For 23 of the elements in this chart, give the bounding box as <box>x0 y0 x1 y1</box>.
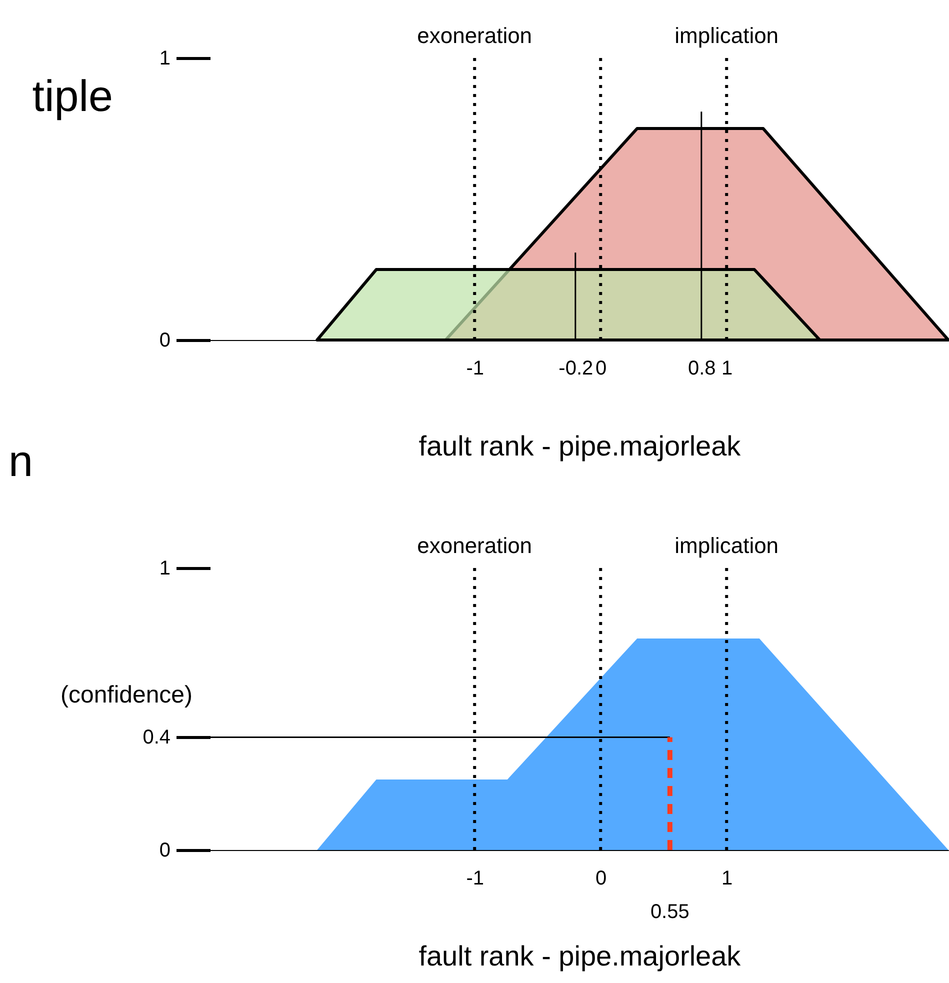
y-tick-label: 0 <box>159 840 170 862</box>
annotation: 0.55 <box>650 901 690 923</box>
x-axis-title: fault rank - pipe.majorleak <box>418 430 742 462</box>
y-tick-label: 0.4 <box>142 726 170 749</box>
x-tick-label: 0 <box>596 358 607 380</box>
x-tick-label: 0.8 <box>688 358 716 380</box>
x-tick-label: -0.2 <box>558 358 594 380</box>
x-tick-label: 1 <box>722 358 733 380</box>
x-tick-label: -1 <box>466 868 484 890</box>
ref-line-label: exoneration <box>417 533 532 558</box>
ref-line-label: implication <box>674 533 779 558</box>
y-tick-label: 1 <box>159 48 170 70</box>
x-tick-label: 0 <box>596 868 607 890</box>
text: n <box>8 437 33 486</box>
y-tick-label: 0 <box>159 330 170 352</box>
y-axis-title: (confidence) <box>60 681 192 708</box>
ref-line-label: implication <box>674 23 779 48</box>
ref-line-label: exoneration <box>417 23 532 48</box>
y-tick-label: 1 <box>159 558 170 580</box>
x-tick-label: 1 <box>722 868 733 890</box>
text: tiple <box>32 72 113 121</box>
x-axis-title: fault rank - pipe.majorleak <box>418 940 742 972</box>
x-tick-label: -1 <box>466 358 484 380</box>
